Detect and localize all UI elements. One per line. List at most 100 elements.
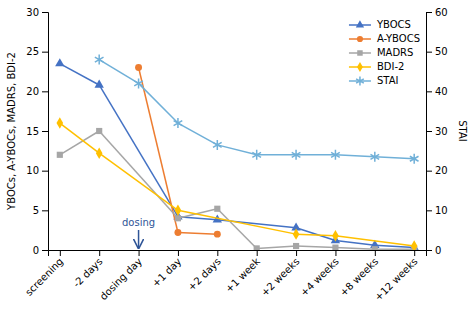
series-marker: [96, 147, 103, 158]
chart: screening-2 daysdosing day+1 day+2 days+…: [0, 0, 474, 310]
y2-tick-mark: [426, 131, 432, 132]
x-tick: -2 days: [71, 250, 105, 289]
series-marker: [57, 117, 64, 128]
x-tick-label: dosing day: [98, 256, 145, 303]
y-tick-label: 5: [33, 205, 39, 216]
x-tick-label: +8 weeks: [338, 256, 381, 299]
y2-axis-title: STAI: [457, 120, 468, 141]
series-line: [217, 145, 256, 155]
y-axis-title: YBOCs, A-YBOCs, MADRS, BDI-2: [6, 52, 17, 211]
series-marker: [293, 228, 300, 239]
y-tick-mark: [42, 12, 48, 13]
series-marker: [372, 246, 378, 250]
legend-swatch-marker: [357, 50, 362, 55]
legend-swatch-marker: [357, 62, 363, 72]
x-axis-line: [49, 251, 427, 257]
y-tick-mark: [42, 52, 48, 53]
series-line: [139, 83, 178, 123]
annotation: dosing: [122, 217, 155, 248]
series-line: [99, 85, 178, 217]
y2-tick: 0: [426, 245, 441, 256]
y2-tick: 40: [426, 86, 448, 97]
x-tick: +12 weeks: [372, 250, 419, 303]
series-marker: [214, 231, 221, 238]
y-tick-mark: [42, 91, 48, 92]
y-tick-label: 30: [26, 7, 39, 18]
series-marker: [213, 140, 222, 150]
series-marker: [411, 240, 418, 250]
y-tick-label: 10: [26, 165, 39, 176]
y2-tick: 20: [426, 165, 448, 176]
y2-tick: 30: [426, 126, 448, 137]
y-axis: 0 5 10 15 20 25 30: [26, 7, 48, 256]
y2-tick-label: 40: [435, 86, 448, 97]
x-tick-mark: [296, 250, 297, 256]
series-marker: [331, 150, 340, 160]
series-line: [257, 246, 296, 248]
x-tick: +1 day: [150, 250, 184, 289]
legend-label: MADRS: [377, 47, 413, 58]
legend-label: A-YBOCS: [377, 33, 420, 44]
series-line: [296, 154, 335, 156]
y-tick-label: 25: [26, 46, 39, 57]
legend-item: YBOCS: [349, 19, 411, 30]
y-tick: 20: [26, 86, 48, 97]
x-tick: +2 days: [186, 250, 223, 293]
annotation-text: dosing: [122, 217, 155, 228]
y2-tick-label: 10: [435, 205, 448, 216]
x-tick-mark: [139, 250, 140, 256]
series-line: [335, 236, 414, 246]
y2-tick-label: 50: [435, 46, 448, 57]
x-tick: dosing day: [98, 250, 145, 302]
series-line: [335, 240, 374, 245]
series-marker: [175, 215, 181, 221]
y-tick: 15: [26, 126, 48, 137]
y-tick-mark: [42, 210, 48, 211]
y-axis-line: [42, 13, 49, 251]
x-tick-label: +12 weeks: [372, 256, 419, 303]
y-tick-mark: [42, 171, 48, 172]
x-tick-mark: [178, 250, 179, 256]
y2-tick-label: 20: [435, 165, 448, 176]
series-marker: [332, 245, 338, 250]
series-marker: [332, 230, 339, 241]
y2-tick-mark: [426, 91, 432, 92]
series-marker: [135, 64, 142, 71]
y2-axis-line: [427, 13, 433, 251]
legend-swatch-marker: [357, 36, 363, 42]
y-tick-label: 0: [33, 245, 39, 256]
series-line: [178, 210, 296, 234]
series-marker: [57, 152, 63, 158]
series-marker: [174, 229, 181, 236]
y-tick-mark: [42, 250, 48, 251]
series-marker: [134, 78, 143, 88]
series-line: [178, 233, 217, 235]
y2-tick-label: 30: [435, 126, 448, 137]
x-tick-label: -2 days: [71, 256, 105, 290]
series-line: [139, 68, 178, 233]
series-line: [60, 123, 99, 153]
series-line: [217, 209, 256, 249]
x-tick-mark: [414, 250, 415, 256]
x-tick: +4 weeks: [298, 250, 341, 298]
series-line: [335, 248, 374, 250]
series-marker: [175, 205, 182, 216]
y-tick: 25: [26, 46, 48, 57]
series-line: [60, 64, 99, 85]
data-layer: [55, 55, 419, 250]
y2-tick-label: 0: [435, 245, 441, 256]
series-line: [257, 154, 296, 156]
legend-label: STAI: [377, 75, 398, 86]
series: [57, 117, 418, 250]
x-tick-mark: [375, 250, 376, 256]
x-tick: +2 weeks: [259, 250, 302, 298]
x-tick-label: +1 day: [150, 256, 184, 290]
series-line: [296, 246, 335, 248]
series-marker: [252, 150, 261, 160]
series-marker: [174, 118, 183, 128]
series-line: [178, 123, 217, 145]
y2-tick-mark: [426, 52, 432, 53]
legend-swatch-marker: [356, 77, 364, 86]
y2-tick-mark: [426, 171, 432, 172]
series-line: [296, 228, 335, 241]
